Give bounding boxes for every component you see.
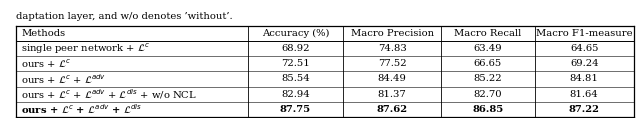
Text: 84.49: 84.49: [378, 74, 406, 83]
Text: 82.70: 82.70: [474, 90, 502, 99]
Text: Methods: Methods: [21, 29, 65, 38]
Text: 77.52: 77.52: [378, 59, 406, 68]
Text: Macro F1-measure: Macro F1-measure: [536, 29, 632, 38]
Text: 82.94: 82.94: [281, 90, 310, 99]
Text: 87.75: 87.75: [280, 105, 311, 114]
Text: 68.92: 68.92: [281, 44, 310, 53]
Text: Accuracy (%): Accuracy (%): [262, 29, 329, 38]
Text: Macro Precision: Macro Precision: [351, 29, 434, 38]
Text: 86.85: 86.85: [472, 105, 504, 114]
Text: 84.81: 84.81: [570, 74, 598, 83]
Text: 63.49: 63.49: [474, 44, 502, 53]
Text: Macro Recall: Macro Recall: [454, 29, 522, 38]
Text: ours + $\mathcal{L}^c$ + $\mathcal{L}^{adv}$ + $\mathcal{L}^{dis}$ + w/o NCL: ours + $\mathcal{L}^c$ + $\mathcal{L}^{a…: [21, 87, 197, 101]
Text: 87.22: 87.22: [569, 105, 600, 114]
Text: 81.64: 81.64: [570, 90, 598, 99]
Text: ours + $\mathcal{L}^c$ + $\mathcal{L}^{adv}$: ours + $\mathcal{L}^c$ + $\mathcal{L}^{a…: [21, 72, 106, 86]
Text: 85.54: 85.54: [281, 74, 310, 83]
Text: 74.83: 74.83: [378, 44, 406, 53]
Text: 69.24: 69.24: [570, 59, 598, 68]
Text: 85.22: 85.22: [474, 74, 502, 83]
Text: 64.65: 64.65: [570, 44, 598, 53]
Text: 72.51: 72.51: [281, 59, 310, 68]
Text: daptation layer, and w/o denotes ’without’.: daptation layer, and w/o denotes ’withou…: [16, 12, 232, 21]
Text: ours + $\mathcal{L}^c$ + $\mathcal{L}^{adv}$ + $\mathcal{L}^{dis}$: ours + $\mathcal{L}^c$ + $\mathcal{L}^{a…: [21, 102, 142, 116]
Text: 81.37: 81.37: [378, 90, 406, 99]
Text: 66.65: 66.65: [474, 59, 502, 68]
Text: single peer network + $\mathcal{L}^c$: single peer network + $\mathcal{L}^c$: [21, 41, 150, 56]
Text: ours + $\mathcal{L}^c$: ours + $\mathcal{L}^c$: [21, 58, 71, 70]
Text: 87.62: 87.62: [376, 105, 408, 114]
